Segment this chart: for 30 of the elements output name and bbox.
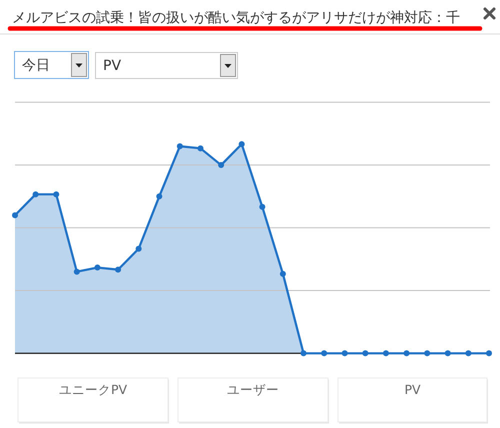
point — [176, 143, 183, 150]
point — [238, 141, 245, 148]
point — [94, 264, 100, 271]
point — [465, 350, 472, 356]
point — [53, 191, 60, 198]
point — [259, 204, 266, 210]
stat-label: PV — [404, 382, 421, 397]
point — [156, 193, 162, 200]
point — [424, 350, 430, 356]
point — [197, 145, 204, 152]
point — [74, 268, 80, 275]
point — [115, 266, 122, 273]
point — [32, 191, 39, 198]
point — [382, 350, 389, 356]
point — [280, 270, 286, 277]
point — [136, 246, 142, 252]
title: メルアビスの試乗！皆の扱いが酷い気がするがアリサだけが神対応：千 — [12, 10, 460, 26]
stat-label: ユニークPV — [58, 382, 128, 397]
point — [300, 350, 307, 356]
point — [486, 350, 492, 356]
point — [218, 162, 224, 168]
point — [342, 350, 348, 356]
stat-label: ユーザー — [227, 382, 279, 397]
point — [12, 212, 18, 218]
dropdown-label: PV — [103, 58, 122, 74]
point — [444, 350, 451, 356]
point — [321, 350, 328, 356]
dropdown-label: 今日 — [22, 58, 50, 74]
point — [362, 350, 368, 356]
point — [404, 350, 410, 356]
